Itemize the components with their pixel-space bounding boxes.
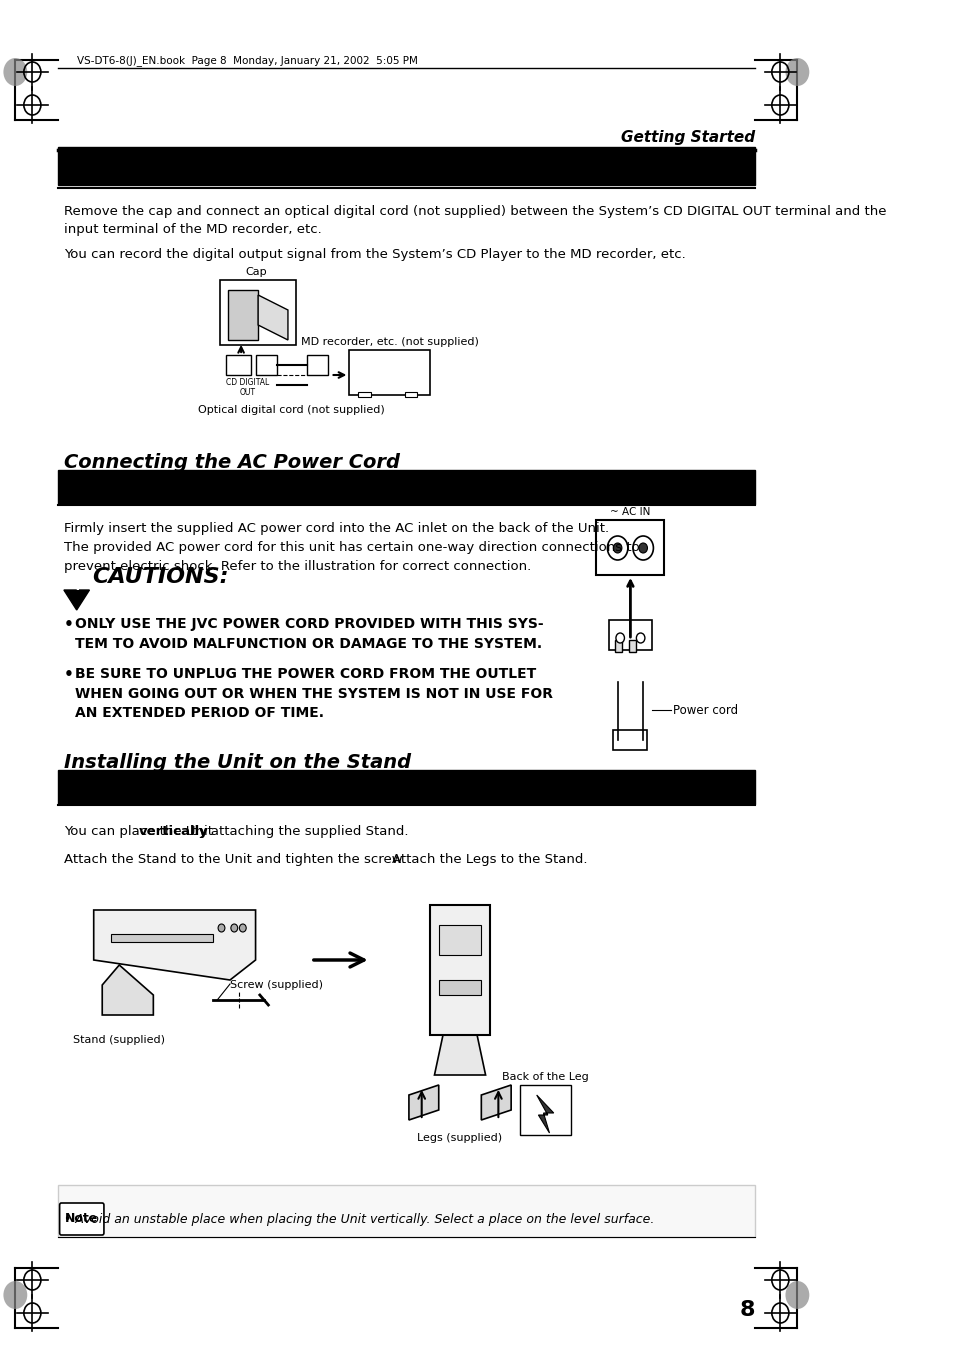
Text: Installing the Unit on the Stand: Installing the Unit on the Stand bbox=[64, 753, 411, 771]
Bar bbox=[404, 392, 417, 397]
Circle shape bbox=[639, 543, 647, 553]
Bar bbox=[219, 280, 296, 345]
Circle shape bbox=[784, 1281, 808, 1309]
Text: VS-DT6-8(J)_EN.book  Page 8  Monday, January 21, 2002  5:05 PM: VS-DT6-8(J)_EN.book Page 8 Monday, Janua… bbox=[76, 55, 417, 66]
Bar bbox=[349, 350, 430, 394]
Text: •: • bbox=[64, 667, 73, 682]
Text: !: ! bbox=[73, 580, 79, 593]
Text: BE SURE TO UNPLUG THE POWER CORD FROM THE OUTLET
WHEN GOING OUT OR WHEN THE SYST: BE SURE TO UNPLUG THE POWER CORD FROM TH… bbox=[75, 667, 553, 720]
Circle shape bbox=[4, 58, 28, 86]
Text: MD recorder, etc. (not supplied): MD recorder, etc. (not supplied) bbox=[301, 336, 478, 347]
Bar bbox=[357, 392, 370, 397]
Text: Back of the Leg: Back of the Leg bbox=[501, 1071, 588, 1082]
Text: CAUTIONS:: CAUTIONS: bbox=[91, 567, 229, 586]
Text: Power cord: Power cord bbox=[672, 704, 738, 716]
Bar bbox=[228, 290, 258, 340]
Text: Attach the Legs to the Stand.: Attach the Legs to the Stand. bbox=[392, 852, 587, 866]
Bar bbox=[608, 620, 651, 650]
Text: ~ AC IN: ~ AC IN bbox=[610, 507, 650, 517]
Polygon shape bbox=[481, 1085, 511, 1120]
Text: Connecting an MD Recorder, etc (Digital Output): Connecting an MD Recorder, etc (Digital … bbox=[64, 155, 595, 176]
Polygon shape bbox=[409, 1085, 438, 1120]
Polygon shape bbox=[434, 1035, 485, 1075]
Bar bbox=[58, 770, 754, 804]
Circle shape bbox=[231, 924, 237, 932]
Bar bbox=[226, 355, 251, 376]
Circle shape bbox=[784, 58, 808, 86]
Text: • Avoid an unstable place when placing the Unit vertically. Select a place on th: • Avoid an unstable place when placing t… bbox=[64, 1213, 654, 1225]
Text: You can record the digital output signal from the System’s CD Player to the MD r: You can record the digital output signal… bbox=[64, 249, 685, 261]
Bar bbox=[255, 355, 276, 376]
Circle shape bbox=[632, 536, 653, 561]
Text: Firmly insert the supplied AC power cord into the AC inlet on the back of the Un: Firmly insert the supplied AC power cord… bbox=[64, 521, 639, 573]
Bar bbox=[111, 934, 213, 942]
Text: Note: Note bbox=[65, 1212, 98, 1225]
Bar bbox=[58, 470, 754, 504]
Text: You can place the Unit: You can place the Unit bbox=[64, 825, 217, 838]
Text: vertically: vertically bbox=[139, 825, 209, 838]
Text: CD DIGITAL
OUT: CD DIGITAL OUT bbox=[226, 378, 269, 397]
Bar bbox=[615, 640, 621, 653]
Circle shape bbox=[607, 536, 627, 561]
Text: Remove the cap and connect an optical digital cord (not supplied) between the Sy: Remove the cap and connect an optical di… bbox=[64, 205, 885, 236]
Circle shape bbox=[616, 634, 624, 643]
Text: by attaching the supplied Stand.: by attaching the supplied Stand. bbox=[186, 825, 408, 838]
Text: Cap: Cap bbox=[245, 267, 267, 277]
Circle shape bbox=[218, 924, 225, 932]
Text: Connecting the AC Power Cord: Connecting the AC Power Cord bbox=[64, 453, 399, 471]
Circle shape bbox=[613, 543, 621, 553]
Circle shape bbox=[239, 924, 246, 932]
Bar bbox=[438, 925, 481, 955]
Text: •: • bbox=[64, 617, 73, 632]
Bar bbox=[438, 979, 481, 994]
Bar bbox=[58, 1185, 754, 1238]
FancyBboxPatch shape bbox=[60, 1202, 104, 1235]
Text: Stand (supplied): Stand (supplied) bbox=[73, 1035, 165, 1046]
Bar bbox=[596, 520, 664, 576]
Text: Legs (supplied): Legs (supplied) bbox=[417, 1133, 502, 1143]
Bar bbox=[628, 640, 635, 653]
Text: Screw (supplied): Screw (supplied) bbox=[230, 979, 323, 990]
Bar bbox=[306, 355, 328, 376]
Text: Getting Started: Getting Started bbox=[620, 130, 754, 145]
Circle shape bbox=[636, 634, 644, 643]
Circle shape bbox=[4, 1281, 28, 1309]
Polygon shape bbox=[258, 295, 288, 340]
Polygon shape bbox=[64, 590, 90, 611]
Polygon shape bbox=[537, 1096, 553, 1133]
Text: Optical digital cord (not supplied): Optical digital cord (not supplied) bbox=[198, 405, 384, 415]
Bar bbox=[58, 147, 754, 185]
Bar bbox=[613, 730, 647, 750]
Polygon shape bbox=[93, 911, 255, 979]
Text: Attach the Stand to the Unit and tighten the screw.: Attach the Stand to the Unit and tighten… bbox=[64, 852, 405, 866]
Text: ONLY USE THE JVC POWER CORD PROVIDED WITH THIS SYS-
TEM TO AVOID MALFUNCTION OR : ONLY USE THE JVC POWER CORD PROVIDED WIT… bbox=[75, 617, 543, 650]
Polygon shape bbox=[102, 965, 153, 1015]
Text: 8: 8 bbox=[739, 1300, 754, 1320]
Polygon shape bbox=[430, 905, 489, 1035]
Bar bbox=[519, 1085, 570, 1135]
